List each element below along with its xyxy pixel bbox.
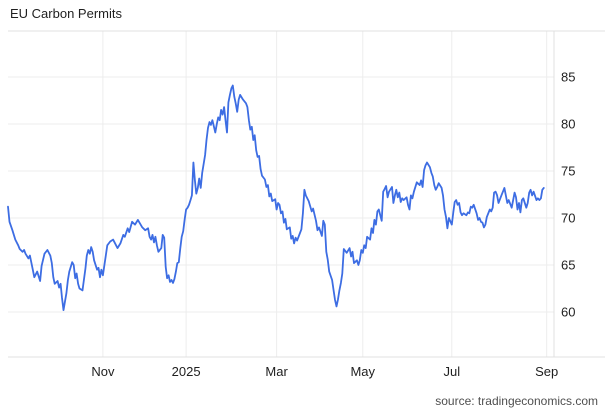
price-line — [7, 84, 545, 312]
y-axis-label: 70 — [561, 211, 575, 226]
chart-title: EU Carbon Permits — [10, 6, 122, 21]
x-axis-label: Nov — [91, 364, 115, 379]
source-attribution: source: tradingeconomics.com — [435, 394, 598, 408]
y-axis-label: 60 — [561, 305, 575, 320]
y-axis-label: 80 — [561, 117, 575, 132]
x-axis-label: May — [350, 364, 375, 379]
y-axis-label: 65 — [561, 258, 575, 273]
x-axis-label: Jul — [443, 364, 460, 379]
y-axis-label: 75 — [561, 164, 575, 179]
x-axis-label: Mar — [265, 364, 288, 379]
x-axis-label: 2025 — [172, 364, 201, 379]
x-axis-label: Sep — [535, 364, 558, 379]
y-axis-label: 85 — [561, 70, 575, 85]
